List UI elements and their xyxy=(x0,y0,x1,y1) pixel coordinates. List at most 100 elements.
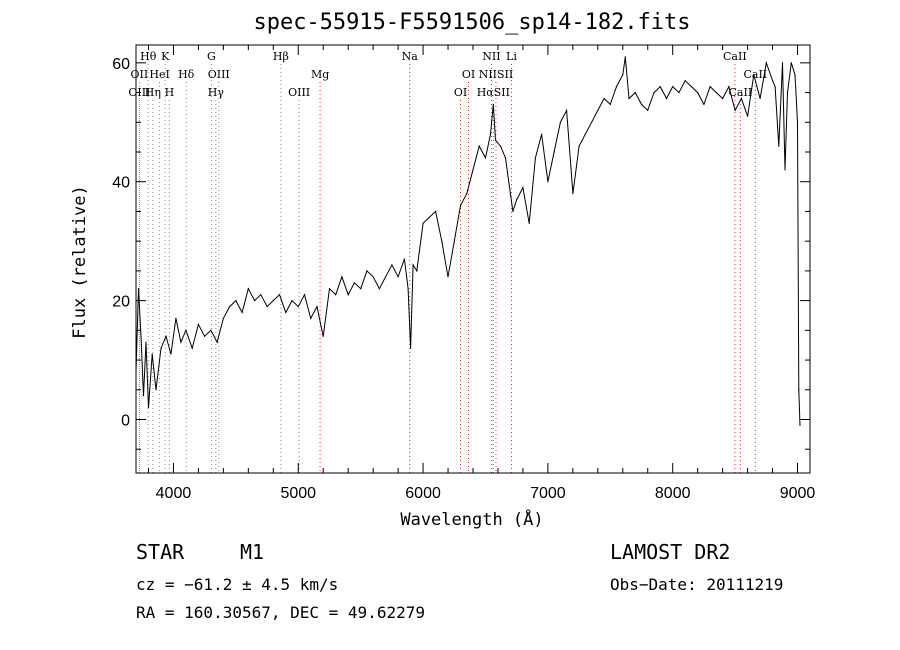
data-point xyxy=(204,335,206,337)
data-point xyxy=(786,92,789,94)
data-point xyxy=(784,169,786,171)
data-point xyxy=(774,86,776,88)
data-point xyxy=(260,294,262,296)
line-marker-label: Hβ xyxy=(273,50,289,63)
line-marker-label: Hγ xyxy=(208,86,225,99)
data-point xyxy=(322,335,324,337)
line-marker-label: CaII xyxy=(729,86,753,99)
data-point xyxy=(151,353,153,355)
data-point xyxy=(180,341,182,343)
line-marker-label: Hη xyxy=(145,86,161,99)
coordinates-text: RA = 160.30567, DEC = 49.62279 xyxy=(136,603,425,622)
data-point xyxy=(753,74,755,76)
line-marker-label: HeI xyxy=(149,68,169,81)
data-point xyxy=(142,395,145,397)
y-tick-label: 60 xyxy=(112,56,130,73)
data-point xyxy=(534,157,537,159)
data-point xyxy=(628,97,630,100)
data-point xyxy=(145,341,147,343)
line-marker-label: OIII xyxy=(208,68,230,81)
data-point xyxy=(516,199,518,201)
line-marker-label: OIII xyxy=(288,86,310,99)
data-point xyxy=(765,62,767,64)
data-point xyxy=(372,276,374,278)
data-point xyxy=(412,264,414,266)
data-point xyxy=(310,317,312,319)
data-point xyxy=(185,329,187,331)
data-point xyxy=(191,347,193,349)
data-point xyxy=(640,103,643,105)
x-tick-label: 8000 xyxy=(655,485,691,502)
data-point xyxy=(422,222,424,224)
line-marker-label: G xyxy=(207,50,216,63)
data-point xyxy=(794,74,796,76)
data-point xyxy=(528,222,530,224)
data-point xyxy=(303,294,306,296)
line-marker-label: CaII xyxy=(723,50,747,63)
x-tick-label: 6000 xyxy=(405,485,441,502)
data-point xyxy=(798,389,800,391)
x-tick-label: 9000 xyxy=(780,485,816,502)
data-point xyxy=(494,139,497,141)
velocity-text: cz = −61.2 ± 4.5 km/s xyxy=(136,575,339,594)
data-point xyxy=(341,276,343,278)
data-point xyxy=(278,294,281,296)
y-axis: 0 20 40 60 xyxy=(112,56,146,450)
data-point xyxy=(747,115,749,117)
data-point xyxy=(297,306,299,308)
data-point xyxy=(772,80,774,82)
data-point xyxy=(347,294,349,296)
data-point xyxy=(690,86,693,88)
data-point xyxy=(410,347,412,349)
data-point xyxy=(489,133,492,135)
data-point xyxy=(147,407,150,409)
data-point xyxy=(790,62,792,64)
data-point xyxy=(584,133,586,135)
data-point xyxy=(441,240,443,242)
data-point xyxy=(734,109,736,111)
y-axis-right xyxy=(800,62,810,450)
data-point xyxy=(235,300,237,302)
data-point xyxy=(165,335,167,337)
data-point xyxy=(140,335,142,337)
data-point xyxy=(484,157,487,159)
data-point xyxy=(175,317,177,319)
data-point xyxy=(316,306,318,308)
data-point xyxy=(566,109,568,111)
data-point xyxy=(781,62,784,64)
line-marker-label: HαSII xyxy=(477,86,510,99)
data-point xyxy=(453,240,455,242)
line-marker-label: Hδ xyxy=(178,68,195,81)
data-point xyxy=(512,210,514,212)
line-marker-label: CaII xyxy=(743,68,767,81)
data-point xyxy=(665,97,668,100)
line-marker-label: OIII xyxy=(128,86,150,99)
data-point xyxy=(353,282,355,284)
line-marker-label: Na xyxy=(402,50,419,63)
data-point xyxy=(559,121,562,123)
chart-title: spec-55915-F5591506_sp14-182.fits xyxy=(253,10,691,35)
data-point xyxy=(522,187,524,189)
flux-series xyxy=(135,56,801,426)
data-point xyxy=(504,157,507,159)
data-point xyxy=(740,97,743,100)
data-point xyxy=(472,169,474,171)
data-point xyxy=(155,389,157,391)
data-point xyxy=(547,181,549,183)
data-point xyxy=(553,151,555,153)
line-marker-label: H xyxy=(165,86,175,99)
line-marker-label: Mg xyxy=(311,68,329,81)
data-point xyxy=(391,264,393,266)
line-marker-label: Hθ xyxy=(140,50,157,63)
data-point xyxy=(285,311,287,314)
line-marker-label: OII xyxy=(131,68,149,81)
data-point xyxy=(216,341,218,343)
y-axis-label: Flux (relative) xyxy=(70,185,90,339)
data-point xyxy=(170,353,172,355)
subclass-label: M1 xyxy=(240,540,265,564)
line-marker-label: NII xyxy=(482,50,500,63)
data-point xyxy=(722,97,724,100)
x-axis: 4000 5000 6000 7000 8000 9000 xyxy=(147,45,816,502)
line-marker-label: OI xyxy=(462,68,475,81)
